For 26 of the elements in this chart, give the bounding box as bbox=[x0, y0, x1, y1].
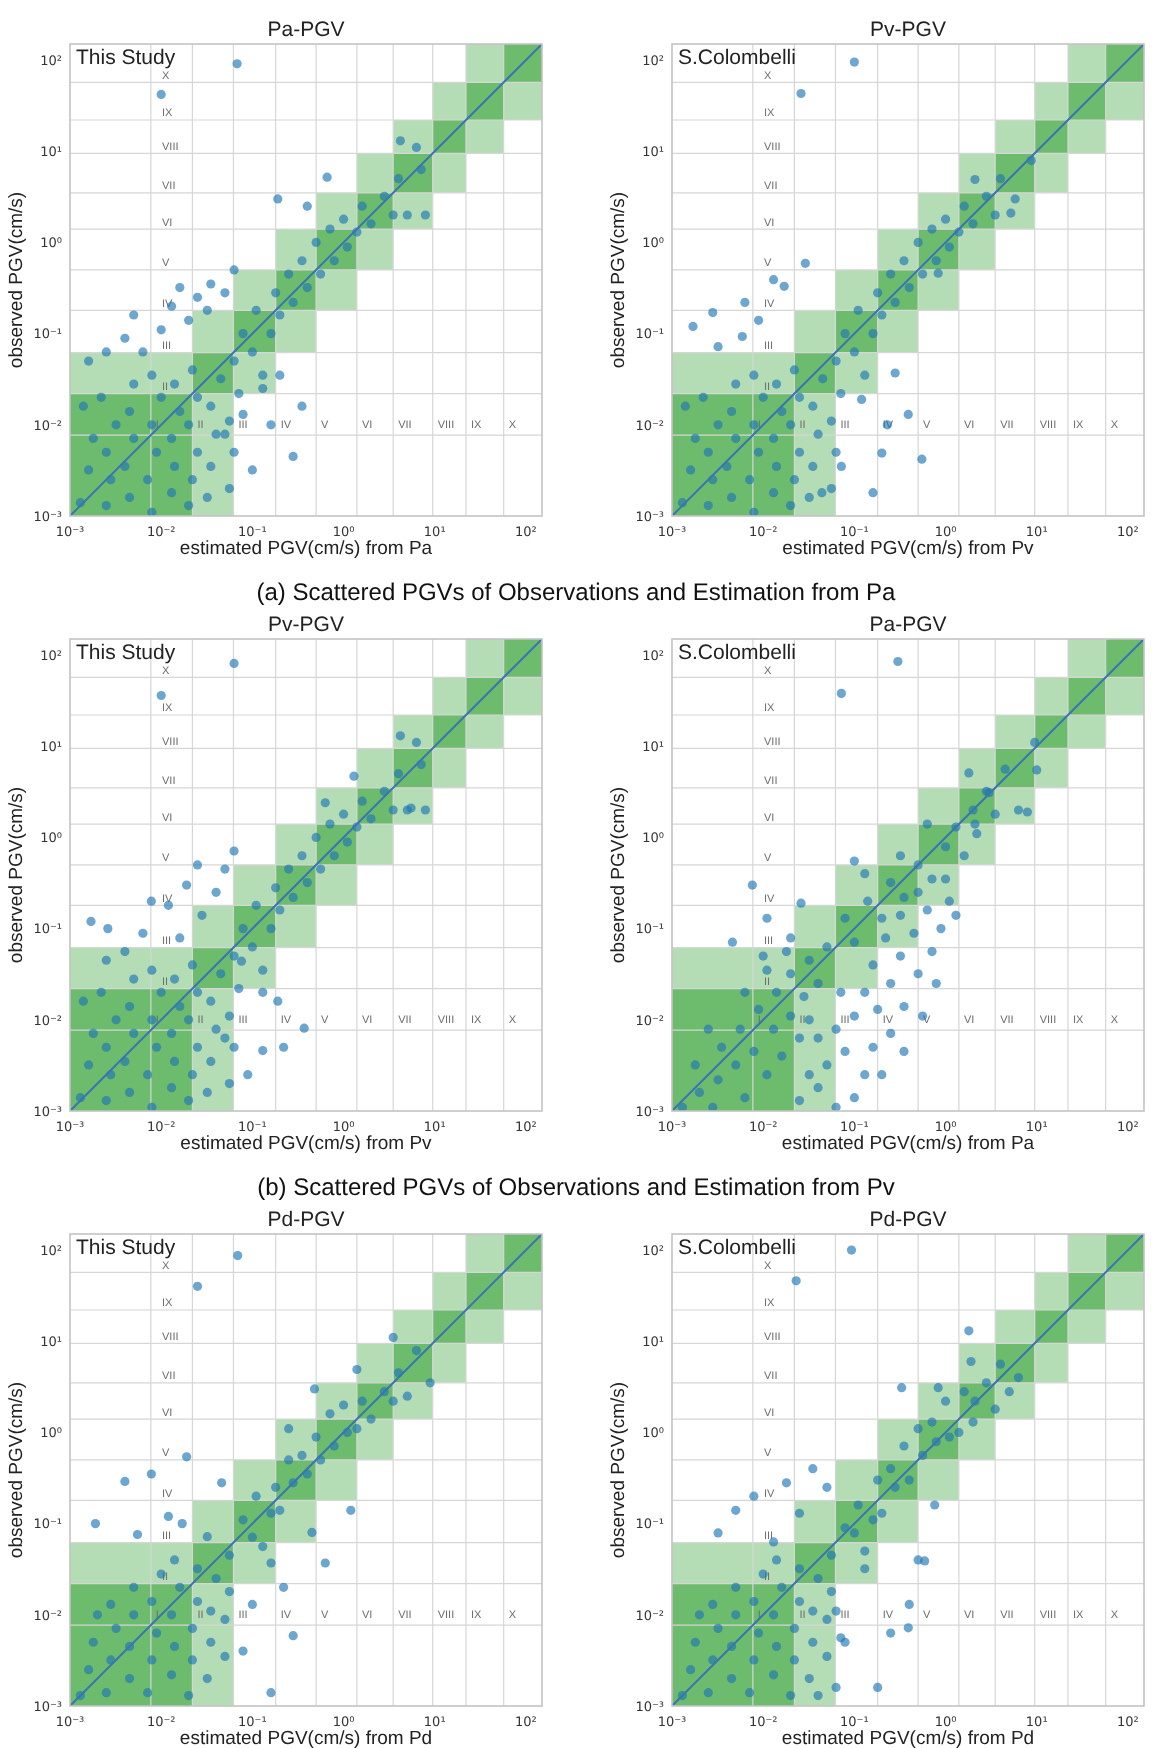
y-axis-title: observed PGV(cm/s) bbox=[608, 1381, 630, 1559]
chart-title: Pd-PGV bbox=[267, 1208, 345, 1232]
x-axis-title: estimated PGV(cm/s) from Pv bbox=[782, 538, 1035, 560]
x-axis-title: estimated PGV(cm/s) from Pa bbox=[179, 538, 434, 560]
annotation: S.Colombelli bbox=[678, 641, 796, 665]
chart-title: Pv-PGV bbox=[870, 18, 946, 42]
y-axis-title: observed PGV(cm/s) bbox=[6, 191, 28, 369]
annotation: S.Colombelli bbox=[678, 1236, 796, 1260]
y-axis-title: observed PGV(cm/s) bbox=[608, 786, 630, 964]
annotation: This Study bbox=[76, 46, 177, 70]
chart-title: Pa-PGV bbox=[869, 613, 947, 637]
y-axis-title: observed PGV(cm/s) bbox=[608, 191, 630, 369]
annotation: This Study bbox=[76, 641, 177, 665]
chart-title: Pd-PGV bbox=[869, 1208, 947, 1232]
x-axis-title: estimated PGV(cm/s) from Pv bbox=[180, 1133, 433, 1155]
y-axis-title: observed PGV(cm/s) bbox=[6, 786, 28, 964]
text: (b) Scattered PGVs of Observations and Estimation from Pv bbox=[257, 1173, 895, 1201]
x-axis-title: estimated PGV(cm/s) from Pd bbox=[179, 1728, 433, 1748]
annotation: This Study bbox=[76, 1236, 177, 1260]
x-axis-title: estimated PGV(cm/s) from Pd bbox=[781, 1728, 1035, 1748]
y-axis-title: observed PGV(cm/s) bbox=[6, 1381, 28, 1559]
text: (a) Scattered PGVs of Observations and Estimation from Pa bbox=[256, 578, 897, 606]
x-axis-title: estimated PGV(cm/s) from Pa bbox=[781, 1133, 1036, 1155]
chart-title: Pv-PGV bbox=[268, 613, 344, 637]
annotation: S.Colombelli bbox=[678, 46, 796, 70]
chart-title: Pa-PGV bbox=[267, 18, 345, 42]
